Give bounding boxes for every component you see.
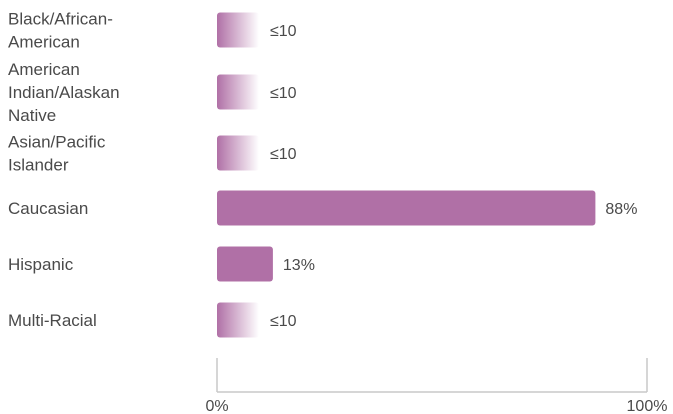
- tick-label: 0%: [205, 398, 228, 414]
- category-label: Multi-Racial: [8, 311, 97, 330]
- bar: [217, 190, 596, 226]
- bar: [217, 12, 259, 48]
- bar: [217, 135, 259, 171]
- value-label: ≤10: [270, 146, 297, 163]
- category-label: Hispanic: [8, 255, 74, 274]
- category-label: Black/African-American: [8, 10, 113, 52]
- category-label: American Indian/Alaskan Native: [8, 60, 120, 125]
- value-labels: ≤10 ≤10 ≤10 88% 13% ≤10: [270, 23, 637, 330]
- bar: [217, 74, 259, 110]
- bars-group: [217, 12, 596, 338]
- value-label: ≤10: [270, 23, 297, 40]
- value-label: ≤10: [270, 85, 297, 102]
- tick-label: 100%: [627, 398, 668, 414]
- value-label: 13%: [283, 257, 315, 274]
- bar: [217, 246, 273, 282]
- x-axis: 0% 100%: [205, 358, 667, 414]
- category-label: Caucasian: [8, 199, 88, 218]
- bar: [217, 302, 259, 338]
- value-label: ≤10: [270, 313, 297, 330]
- value-label: 88%: [605, 201, 637, 218]
- category-label: Asian/Pacific Islander: [8, 133, 106, 175]
- category-labels: Black/African-American American Indian/Ala…: [8, 10, 120, 331]
